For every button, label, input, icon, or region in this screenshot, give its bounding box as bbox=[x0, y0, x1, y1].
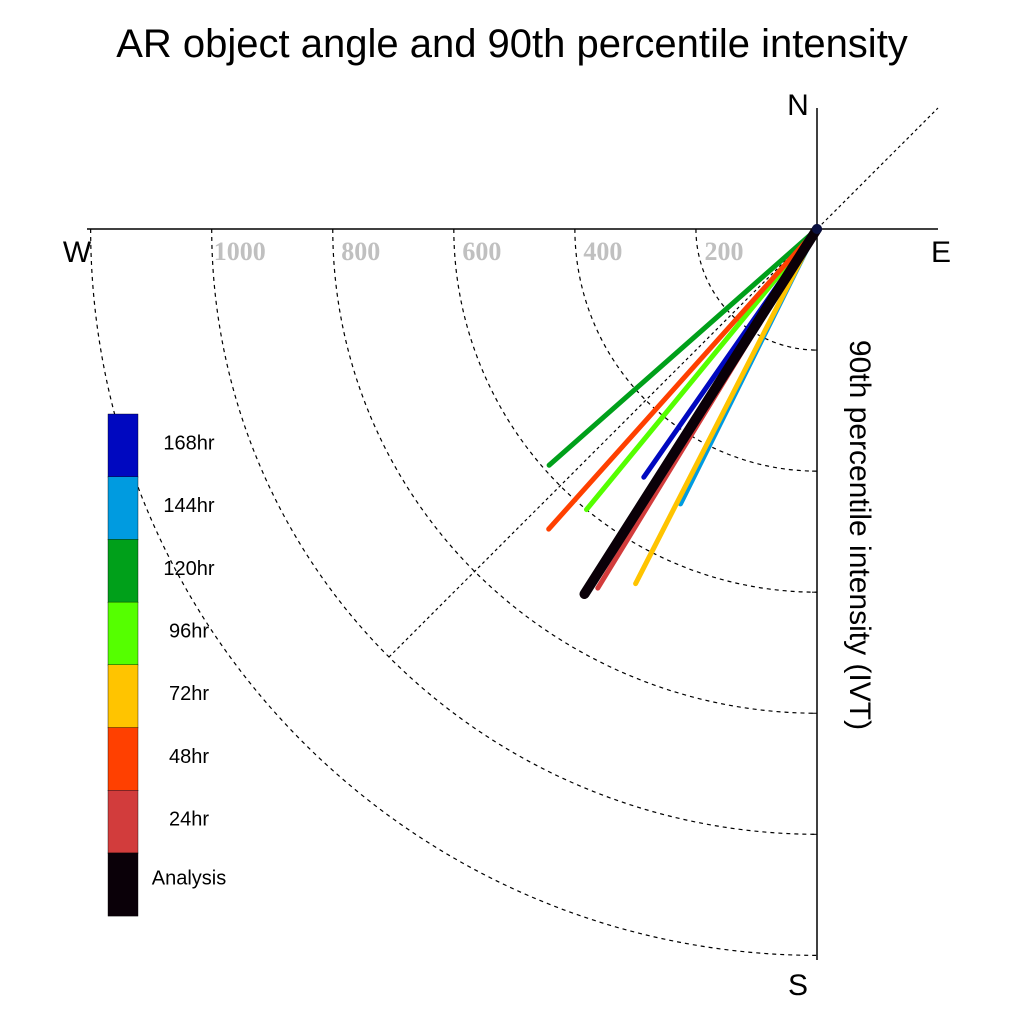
compass-axes bbox=[87, 107, 939, 960]
tick-label-400: 400 bbox=[583, 237, 622, 266]
legend-swatch-72hr bbox=[107, 664, 139, 729]
ring-800 bbox=[332, 228, 818, 714]
legend-swatch-48hr bbox=[107, 727, 139, 791]
y-axis-label: 90th percentile intensity (IVT) bbox=[843, 340, 876, 730]
legend-label-96hr: 96hr bbox=[169, 621, 209, 643]
vector-analysis bbox=[579, 224, 822, 599]
legend-swatch-168hr bbox=[107, 413, 139, 478]
vector-series bbox=[546, 224, 822, 599]
legend-label-24hr: 24hr bbox=[169, 809, 209, 831]
vector-72hr bbox=[633, 226, 820, 587]
legend-swatch-120hr bbox=[107, 539, 139, 603]
vector-96hr bbox=[584, 226, 820, 513]
chart-title: AR object angle and 90th percentile inte… bbox=[116, 22, 908, 66]
compass-east: E bbox=[931, 236, 951, 269]
ring-outer bbox=[90, 228, 818, 956]
tick-label-800: 800 bbox=[341, 237, 380, 266]
tick-label-1000: 1000 bbox=[214, 237, 266, 266]
legend-label-48hr: 48hr bbox=[169, 746, 209, 768]
legend-label-72hr: 72hr bbox=[169, 683, 209, 705]
legend-swatch-analysis bbox=[107, 852, 139, 917]
legend: 168hr 144hr 120hr 96hr 72hr 48hr 24hr Analysis bbox=[107, 413, 226, 917]
legend-swatch-24hr bbox=[107, 790, 139, 854]
tick-label-600: 600 bbox=[462, 237, 501, 266]
legend-label-120hr: 120hr bbox=[163, 558, 214, 580]
legend-label-144hr: 144hr bbox=[163, 495, 214, 517]
legend-label-analysis: Analysis bbox=[152, 867, 226, 889]
radial-tick-labels: 200 400 600 800 1000 bbox=[214, 237, 744, 266]
vector-120hr bbox=[546, 226, 820, 468]
legend-label-168hr: 168hr bbox=[163, 432, 214, 454]
compass-south: S bbox=[788, 969, 808, 1002]
compass-west: W bbox=[63, 236, 92, 269]
tick-label-200: 200 bbox=[704, 237, 743, 266]
ring-200 bbox=[695, 228, 818, 351]
legend-swatch-144hr bbox=[107, 476, 139, 541]
legend-swatch-96hr bbox=[107, 601, 139, 666]
origin-point bbox=[812, 224, 822, 234]
compass-north: N bbox=[787, 89, 809, 122]
vector-48hr bbox=[546, 226, 820, 532]
